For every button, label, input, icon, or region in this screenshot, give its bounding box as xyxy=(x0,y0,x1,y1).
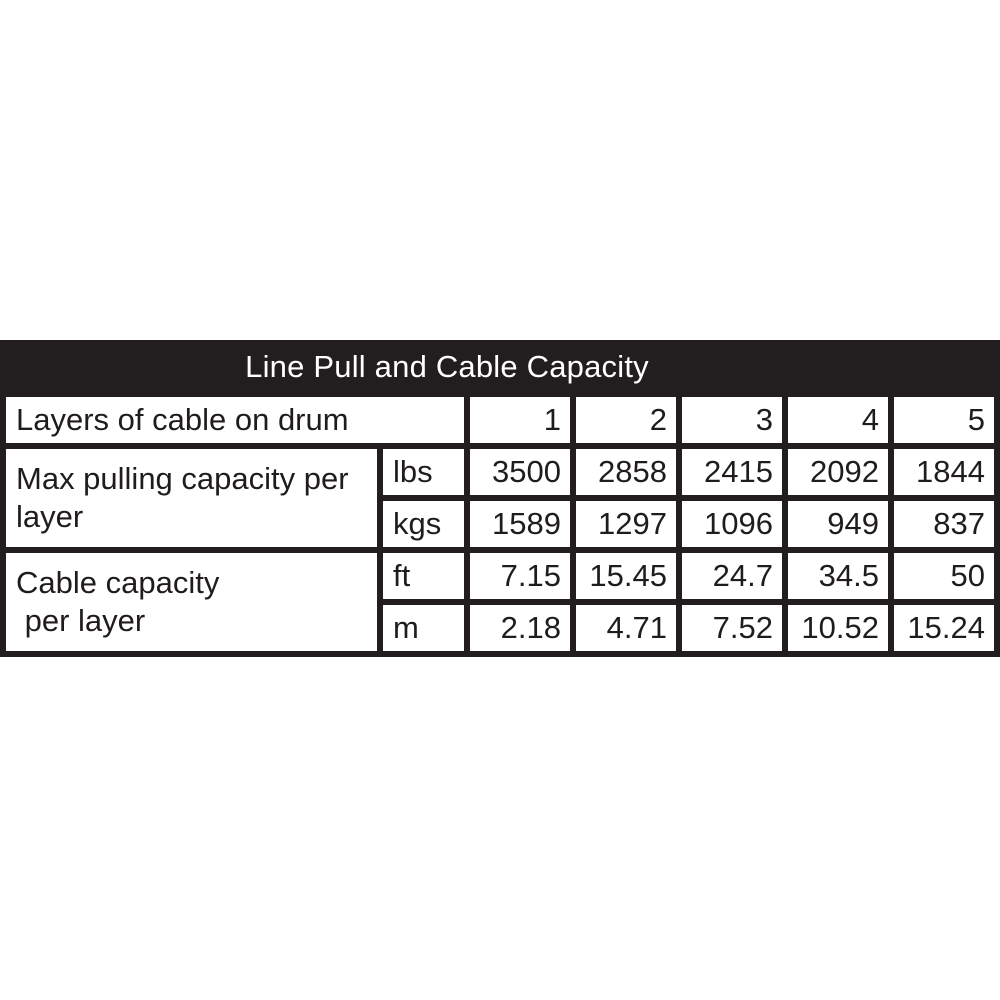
value-cell: 15.24 xyxy=(893,605,994,651)
table-row-pulling-kgs: kgs 1589 1297 1096 949 837 xyxy=(6,501,994,547)
layer-count-cell: 3 xyxy=(681,397,782,443)
value-cell: 15.45 xyxy=(576,553,676,599)
layers-row-label: Layers of cable on drum xyxy=(6,397,465,443)
capacity-table-section: Line Pull and Cable Capacity Layers of c… xyxy=(0,340,1000,657)
value-cell: 2.18 xyxy=(470,605,570,651)
unit-cell-m: m xyxy=(383,605,465,651)
table-row-layers: Layers of cable on drum 1 2 3 4 5 xyxy=(6,397,994,443)
value-cell: 1096 xyxy=(681,501,782,547)
value-cell: 3500 xyxy=(470,449,570,495)
layer-count-cell: 5 xyxy=(893,397,994,443)
value-cell: 7.15 xyxy=(470,553,570,599)
value-cell: 10.52 xyxy=(787,605,888,651)
value-cell: 4.71 xyxy=(576,605,676,651)
table-title: Line Pull and Cable Capacity xyxy=(245,349,649,384)
value-cell: 1297 xyxy=(576,501,676,547)
table-row-cable-m: m 2.18 4.71 7.52 10.52 15.24 xyxy=(6,605,994,651)
unit-cell-ft: ft xyxy=(383,553,465,599)
layer-count-cell: 1 xyxy=(470,397,570,443)
table-title-bar: Line Pull and Cable Capacity xyxy=(0,340,1000,391)
capacity-table: Layers of cable on drum 1 2 3 4 5 Max pu… xyxy=(0,391,1000,657)
value-cell: 24.7 xyxy=(681,553,782,599)
table-row-cable-ft: Cable capacity per layer ft 7.15 15.45 2… xyxy=(6,553,994,651)
max-pulling-capacity-label: Max pulling capacity per layer xyxy=(6,449,377,547)
value-cell: 949 xyxy=(787,501,888,547)
value-cell: 1589 xyxy=(470,501,570,547)
unit-cell-lbs: lbs xyxy=(383,449,465,495)
value-cell: 7.52 xyxy=(681,605,782,651)
value-cell: 2092 xyxy=(787,449,888,495)
value-cell: 2858 xyxy=(576,449,676,495)
cable-capacity-label: Cable capacity per layer xyxy=(6,553,377,651)
value-cell: 837 xyxy=(893,501,994,547)
value-cell: 34.5 xyxy=(787,553,888,599)
layer-count-cell: 4 xyxy=(787,397,888,443)
value-cell: 2415 xyxy=(681,449,782,495)
value-cell: 50 xyxy=(893,553,994,599)
layer-count-cell: 2 xyxy=(576,397,676,443)
value-cell: 1844 xyxy=(893,449,994,495)
unit-cell-kgs: kgs xyxy=(383,501,465,547)
table-row-pulling-lbs: Max pulling capacity per layer lbs 3500 … xyxy=(6,449,994,547)
